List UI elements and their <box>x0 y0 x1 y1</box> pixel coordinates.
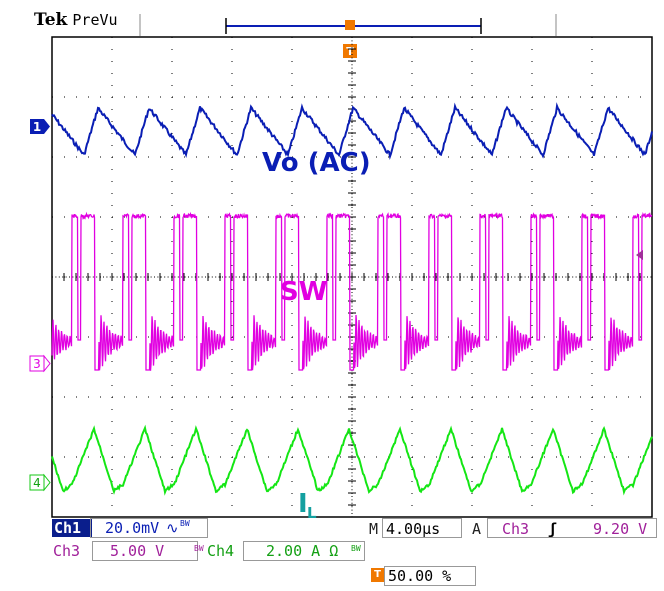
trigger-source: Ch3 <box>502 520 530 538</box>
ch1-ground-marker[interactable]: 1 <box>30 119 50 134</box>
ch4-bw-limit: BW <box>351 544 361 553</box>
ch4-scale: 2.00 A Ω <box>266 542 339 560</box>
ch3-bw-limit: BW <box>194 544 204 553</box>
ch1-label: Ch1 <box>52 519 92 537</box>
ch3-ground-marker[interactable]: 3 <box>29 354 51 373</box>
graticule <box>51 36 653 518</box>
ch3-marker-label: 3 <box>33 357 41 371</box>
ch3-scale: 5.00 V <box>110 542 165 560</box>
ch4-marker-label: 4 <box>33 476 41 490</box>
record-view-bar[interactable] <box>139 14 557 36</box>
ch1-coupling-icon: ∿ <box>166 519 179 537</box>
trigger-position-marker[interactable]: T <box>343 44 357 58</box>
waveform-ch1-vo <box>51 102 653 161</box>
trigger-position-icon: T <box>371 568 384 582</box>
trigger-level: 9.20 V <box>593 520 648 538</box>
brand-logo: Tek PreVu <box>34 10 118 30</box>
trigger-marker-letter: T <box>346 45 354 58</box>
waveform-ch4-il <box>51 424 653 496</box>
waveform-ch3-sw <box>51 211 653 371</box>
brand-name: Tek <box>34 10 68 30</box>
series-label-vo: Vo (AC) <box>262 148 371 178</box>
series-label-il: I L <box>298 489 317 522</box>
ch4-label: Ch4 <box>207 542 235 560</box>
ch1-scale: 20.0mV <box>105 519 160 537</box>
series-label-sw: SW <box>280 277 327 307</box>
ch4-ground-marker[interactable]: 4 <box>29 473 51 492</box>
ch1-bw-limit: BW <box>180 519 190 528</box>
acquisition-mode: PreVu <box>72 11 118 29</box>
series-label-il-sub: L <box>307 504 317 522</box>
trigger-mode: A <box>472 520 482 538</box>
record-trigger-icon <box>345 20 355 30</box>
ch3-label: Ch3 <box>53 542 81 560</box>
trigger-position-value: 50.00 % <box>388 567 452 585</box>
timebase-label: M <box>369 520 379 538</box>
trigger-slope-icon: ʃ <box>548 520 558 538</box>
ch1-marker-label: 1 <box>33 120 41 134</box>
series-label-il-main: I <box>298 489 308 519</box>
trigger-level-arrow[interactable] <box>636 250 643 260</box>
timebase-value: 4.00µs <box>386 520 441 538</box>
